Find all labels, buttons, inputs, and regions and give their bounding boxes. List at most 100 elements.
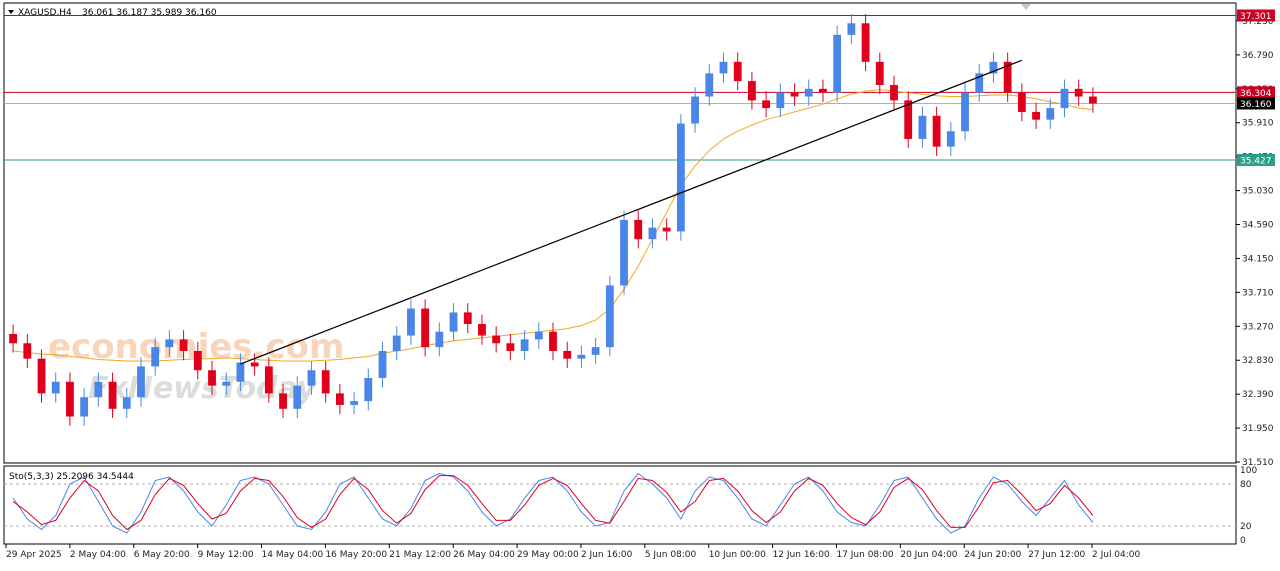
candle-body: [492, 335, 501, 344]
time-axis: 29 Apr 2025 2 May 04:00 6 May 20:00 9 May 1…: [5, 544, 1141, 560]
candle-body: [904, 100, 913, 139]
candle-body: [350, 401, 358, 405]
candle-body: [691, 96, 699, 124]
candle-body: [790, 92, 799, 97]
candle-body: [591, 347, 600, 355]
candle-body: [676, 123, 685, 232]
level-tag-resistance: [1237, 9, 1275, 22]
candle-body: [9, 334, 18, 344]
candle-body: [279, 393, 287, 409]
header-dropdown-icon[interactable]: [8, 10, 14, 14]
time-tick-label: 5 Jun 08:00: [645, 550, 697, 560]
candle-body: [620, 219, 628, 286]
candle-body: [1046, 108, 1055, 120]
candle-body: [335, 393, 344, 405]
candle-body: [804, 88, 813, 97]
level-tag-label: 35.427: [1240, 156, 1272, 166]
time-tick-label: 2 Jul 04:00: [1092, 550, 1141, 560]
candle-body: [236, 362, 245, 382]
stochastic-label: Sto(5,3,3) 25.2096 34.5444: [9, 472, 134, 482]
price-tick-label: 31.510: [1242, 458, 1274, 468]
candle-body: [293, 385, 302, 409]
candle-body: [577, 354, 586, 359]
time-tick-label: 14 May 04:00: [262, 550, 324, 560]
price-tick-label: 33.710: [1242, 288, 1274, 298]
candle-body: [1017, 92, 1026, 112]
time-tick-label: 16 May 20:00: [325, 550, 387, 560]
candle-body: [1074, 88, 1083, 97]
stochastic-signal-line: [12, 475, 1094, 531]
candle-body: [506, 343, 515, 351]
candle-body: [733, 61, 742, 82]
candle-body: [634, 219, 643, 240]
candle-body: [378, 350, 387, 378]
candle-body: [108, 381, 117, 409]
candle-body: [421, 308, 430, 348]
candle-body: [435, 331, 444, 348]
time-tick-label: 27 Jun 12:00: [1028, 550, 1085, 560]
stochastic-layer: 100 80 20 0: [4, 466, 1257, 546]
trendline-layer: [240, 59, 1023, 365]
candle-body: [719, 61, 728, 74]
level-tag-current: [1237, 97, 1275, 110]
price-tick-label: 37.230: [1242, 17, 1274, 27]
candle-body: [819, 88, 827, 93]
candle-body: [250, 362, 259, 367]
level-tag-label: 37.301: [1240, 12, 1272, 22]
price-tick-label: 32.830: [1242, 356, 1274, 366]
candle-body: [222, 381, 231, 386]
ohlc-label: 36.061 36.187 35.989 36.160: [82, 8, 217, 18]
candle-body: [364, 377, 373, 402]
price-tick-label: 31.950: [1242, 424, 1274, 434]
candle-body: [605, 285, 614, 348]
candle-body: [549, 331, 557, 351]
candle-body: [478, 323, 486, 336]
candle-body: [66, 381, 74, 417]
time-tick-label: 24 Jun 20:00: [964, 550, 1021, 560]
candle-body: [776, 92, 785, 109]
level-tag-label: 36.160: [1240, 100, 1272, 110]
candle-body: [875, 61, 884, 85]
candle-body: [932, 115, 941, 147]
time-tick-label: 26 May 04:00: [453, 550, 515, 560]
candle-body: [321, 370, 330, 394]
time-tick-label: 6 May 20:00: [134, 550, 190, 560]
candle-body: [534, 331, 543, 340]
price-tick-label: 34.590: [1242, 221, 1274, 231]
candle-body: [51, 381, 60, 394]
time-tick-label: 2 May 04:00: [70, 550, 126, 560]
time-tick-label: 9 May 12:00: [198, 550, 254, 560]
candle-body: [861, 23, 870, 62]
candle-body: [847, 23, 856, 35]
stochastic-tick-label: 80: [1240, 480, 1252, 490]
levels-layer: [4, 14, 1236, 161]
time-tick-label: 2 Jun 16:00: [581, 550, 633, 560]
price-tick-label: 34.150: [1242, 254, 1274, 264]
level-tag-support: [1237, 153, 1275, 166]
candle-body: [37, 358, 46, 394]
candle-body: [193, 350, 202, 371]
candle-body: [705, 73, 714, 97]
candle-body: [975, 73, 984, 93]
candle-body: [80, 397, 89, 417]
candle-body: [1003, 61, 1012, 93]
symbol-label: XAGUSD,H4: [18, 8, 72, 18]
candle-body: [392, 335, 401, 351]
time-tick-label: 21 May 12:00: [389, 550, 451, 560]
candle-body: [407, 308, 415, 336]
candles-layer: [9, 14, 1097, 426]
candle-body: [918, 115, 927, 139]
candle-body: [23, 343, 32, 359]
time-tick-label: 12 Jun 16:00: [773, 550, 830, 560]
time-tick-label: 29 Apr 2025: [6, 550, 62, 560]
candle-body: [1060, 88, 1069, 109]
candle-body: [165, 339, 174, 348]
level-tag-resistance: [1237, 86, 1275, 99]
candle-body: [989, 61, 998, 74]
candle-body: [762, 100, 771, 109]
chart-shift-marker-icon[interactable]: [1021, 4, 1031, 10]
candle-body: [137, 366, 145, 398]
candle-body: [179, 339, 188, 351]
